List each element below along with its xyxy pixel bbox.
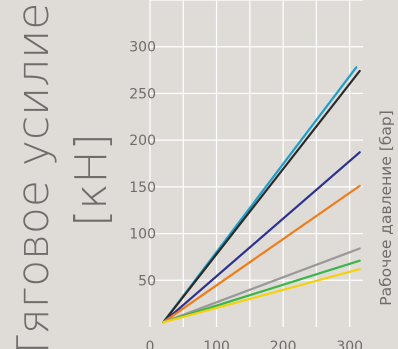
grid: [149, 0, 363, 327]
series-line-4: [162, 184, 361, 324]
y-tick-label: 250: [129, 86, 156, 102]
series-line-7: [162, 268, 361, 324]
y-tick-label: 100: [129, 227, 156, 243]
x-tick-label: 100: [203, 339, 230, 349]
x-tick-label: 0: [146, 339, 155, 349]
y-tick-label: 200: [129, 133, 156, 149]
series-lines: [162, 66, 361, 324]
series-line-6: [162, 259, 361, 324]
x-tick-label: 200: [270, 339, 297, 349]
series-line-2: [162, 69, 361, 324]
y-axis-title-line-1: Тяговое усилие: [8, 3, 59, 349]
x-axis-title: Рабочее давление [бар]: [377, 110, 395, 306]
y-axis-title-line-2: [кН]: [66, 133, 117, 227]
x-tick-labels: 0 100 200 300: [146, 339, 364, 349]
y-tick-labels: 50 100 150 200 250 300: [129, 40, 156, 290]
x-tick-label: 300: [336, 339, 363, 349]
y-axis-title: Тяговое усилие [кН]: [8, 3, 117, 349]
y-tick-label: 150: [129, 180, 156, 196]
y-tick-label: 300: [129, 40, 156, 56]
y-tick-label: 50: [138, 273, 156, 289]
series-line-5: [162, 247, 361, 324]
series-line-3: [162, 151, 361, 324]
